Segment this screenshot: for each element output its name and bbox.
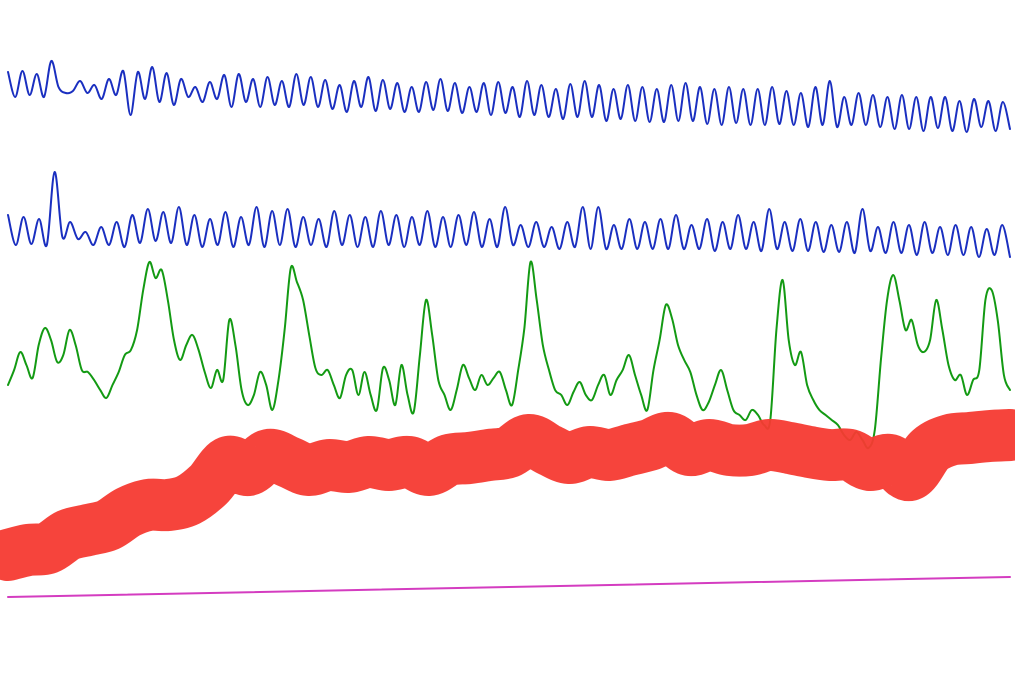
trace-line (0, 409, 1015, 581)
trace-line (7, 170, 1011, 259)
trace-line (7, 260, 1011, 450)
trace-line (7, 59, 1011, 134)
trace-line (7, 576, 1011, 598)
